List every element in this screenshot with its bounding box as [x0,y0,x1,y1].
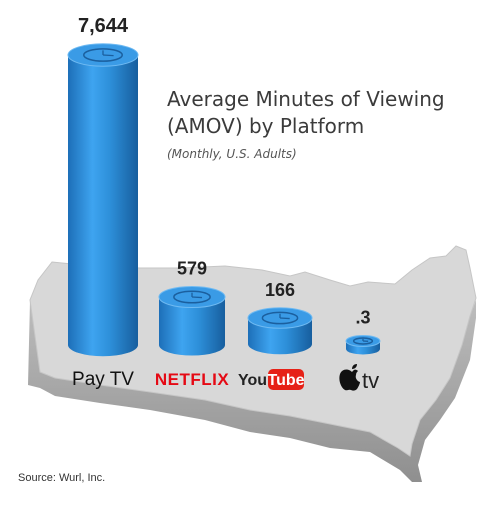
youtube-label-you: You [238,372,267,389]
bar-2 [248,308,312,354]
category-label-pay-tv: Pay TV [72,369,134,390]
chart-title-line-2: (AMOV) by Platform [167,113,445,140]
bar-body [68,55,138,356]
chart-title: Average Minutes of Viewing (AMOV) by Pla… [167,86,445,140]
category-label-netflix: NETFLIX [155,370,229,389]
value-label: 7,644 [78,15,129,37]
value-label: 166 [265,280,295,300]
apple-tv-label: tv [362,368,379,393]
youtube-label-tube: Tube [267,372,304,389]
source-note: Source: Wurl, Inc. [18,472,105,484]
bar-3 [346,336,380,355]
chart-title-line-1: Average Minutes of Viewing [167,86,445,113]
bar-1 [159,286,225,355]
value-label: 579 [177,258,207,278]
chart-subtitle: (Monthly, U.S. Adults) [167,147,297,161]
value-label: .3 [355,308,370,328]
bar-0 [68,44,138,356]
